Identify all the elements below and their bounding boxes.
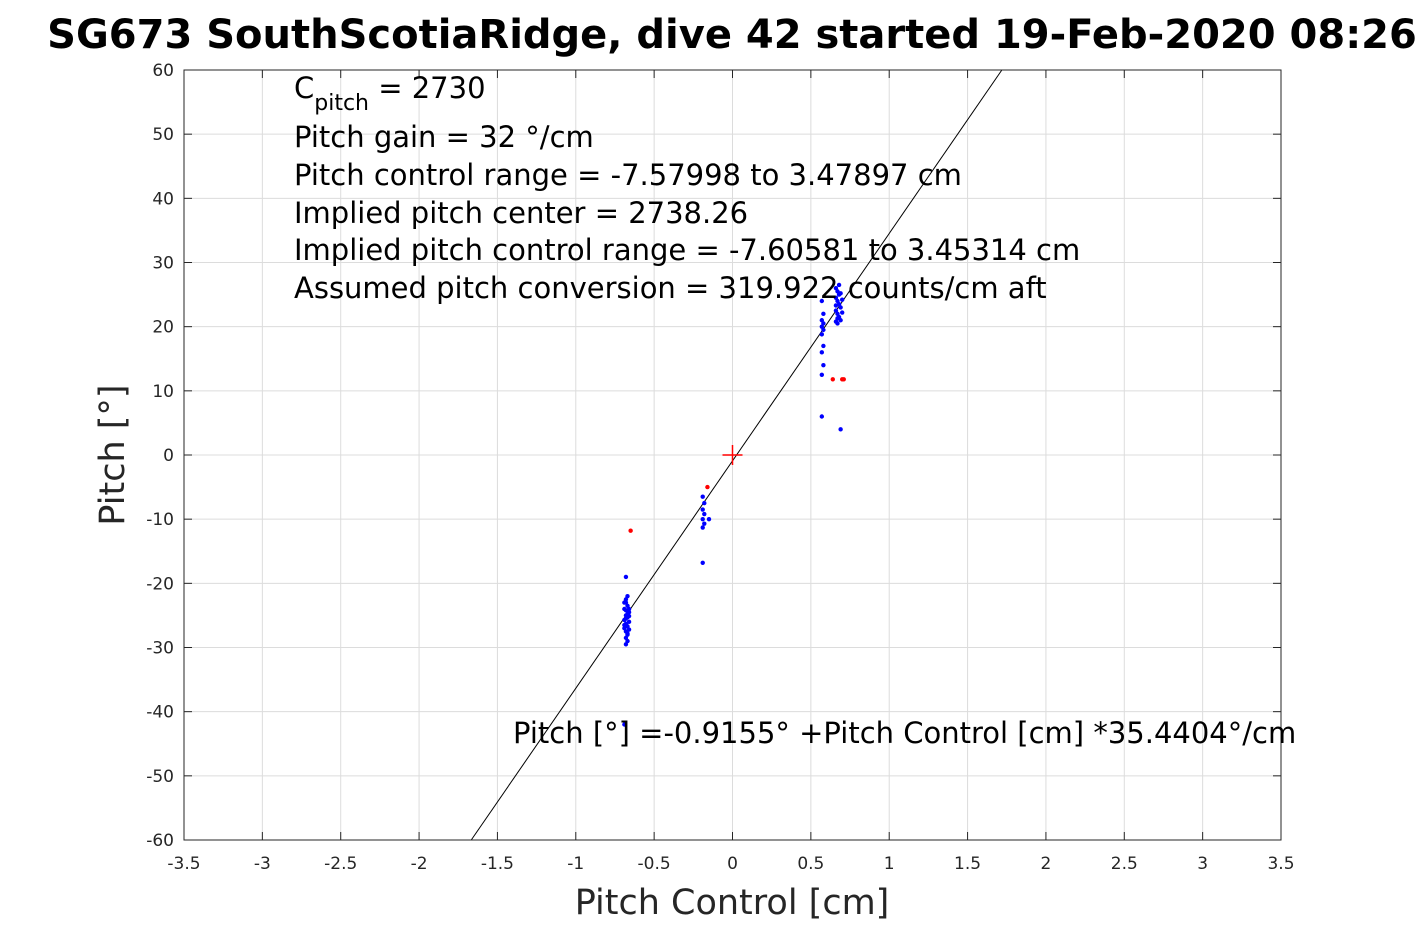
fit-equation-annotation: Pitch [°] =-0.9155° +Pitch Control [cm] …	[513, 716, 1296, 750]
data-point	[819, 350, 825, 355]
data-point	[626, 627, 632, 632]
x-tick-label: 1	[884, 854, 895, 874]
data-point	[821, 327, 826, 333]
data-point	[836, 282, 842, 288]
data-point	[706, 516, 712, 522]
data-point	[623, 616, 629, 621]
x-tick-label: -3.5	[167, 854, 200, 874]
x-axis-label: Pitch Control [cm]	[575, 883, 890, 923]
data-point	[700, 525, 705, 530]
y-tick-label: -60	[146, 831, 174, 851]
data-point	[819, 298, 825, 304]
data-point	[628, 528, 633, 533]
data-point	[702, 500, 707, 506]
data-point	[835, 321, 840, 326]
data-point	[838, 305, 843, 310]
c-pitch-value: = 2730	[369, 71, 486, 105]
plot-frame	[183, 69, 1282, 841]
y-tick-label: -10	[146, 510, 174, 530]
x-tick-label: 3.5	[1267, 854, 1294, 874]
y-tick-label: 20	[152, 318, 174, 338]
data-point	[821, 311, 826, 317]
y-tick-label: 30	[152, 254, 174, 274]
x-tick-label: 2	[1041, 854, 1052, 874]
chart-title: SG673 SouthScotiaRidge, dive 42 started …	[47, 12, 1417, 58]
x-tick-label: -2	[411, 854, 428, 874]
data-point	[821, 362, 826, 368]
x-tick-label: 1.5	[954, 854, 981, 874]
y-tick-label: -20	[146, 574, 174, 594]
implied-center-annotation: Implied pitch center = 2738.26	[294, 196, 748, 230]
data-point	[623, 597, 629, 602]
data-point	[623, 608, 629, 613]
data-point	[700, 507, 705, 512]
data-points	[622, 282, 846, 727]
x-tick-label: 2.5	[1111, 854, 1138, 874]
c-pitch-subscript: pitch	[314, 91, 369, 116]
y-tick-label: -30	[146, 639, 174, 659]
data-point	[821, 343, 826, 349]
x-tick-label: -1	[567, 854, 584, 874]
center-marker-layer	[722, 445, 743, 465]
y-axis-label: Pitch [°]	[93, 384, 133, 525]
c-pitch-annotation: Cpitch = 2730	[294, 71, 486, 116]
data-point	[702, 521, 707, 526]
data-point	[623, 642, 629, 647]
data-point	[835, 316, 840, 321]
data-point	[833, 303, 839, 308]
pitch-gain-annotation: Pitch gain = 32 °/cm	[294, 120, 594, 154]
axis-ticks: -3.5 -3 -2.5 -2 -1.5 -1 -0.5 0 0.5 1 1.5 2 2.5 3 3.5 60…	[146, 61, 1294, 874]
data-point	[838, 427, 843, 432]
y-tick-label: 10	[152, 382, 174, 402]
x-tick-label: -1.5	[481, 854, 514, 874]
control-range-annotation: Pitch control range = -7.57998 to 3.4789…	[294, 158, 962, 192]
data-point	[838, 291, 843, 296]
data-point	[840, 297, 845, 302]
y-tick-label: 40	[152, 189, 174, 209]
c-pitch-main: C	[294, 71, 314, 105]
data-point	[623, 574, 629, 580]
x-tick-label: 0	[727, 854, 738, 874]
data-point	[841, 377, 846, 382]
x-tick-label: 0.5	[797, 854, 824, 874]
y-tick-label: 0	[163, 446, 174, 466]
data-point	[819, 414, 825, 419]
y-tick-label: 60	[152, 61, 174, 81]
data-point	[622, 622, 627, 628]
data-point	[700, 516, 705, 522]
x-tick-label: 3	[1197, 854, 1208, 874]
data-point	[622, 722, 627, 727]
conversion-annotation: Assumed pitch conversion = 319.922 count…	[294, 271, 1047, 305]
data-point	[705, 484, 710, 490]
data-point	[625, 631, 630, 636]
data-point	[700, 494, 705, 499]
data-point	[700, 560, 705, 565]
implied-range-annotation: Implied pitch control range = -7.60581 t…	[294, 233, 1080, 267]
data-point	[626, 613, 632, 619]
x-tick-label: -2.5	[324, 854, 357, 874]
data-point	[819, 372, 825, 377]
x-tick-label: -3	[254, 854, 271, 874]
y-tick-label: -40	[146, 703, 174, 723]
data-point	[819, 332, 825, 337]
data-point	[840, 310, 845, 315]
y-tick-label: 50	[152, 125, 174, 145]
x-tick-label: -0.5	[638, 854, 671, 874]
data-point	[702, 511, 707, 517]
y-tick-label: -50	[146, 767, 174, 787]
data-point	[830, 377, 835, 382]
